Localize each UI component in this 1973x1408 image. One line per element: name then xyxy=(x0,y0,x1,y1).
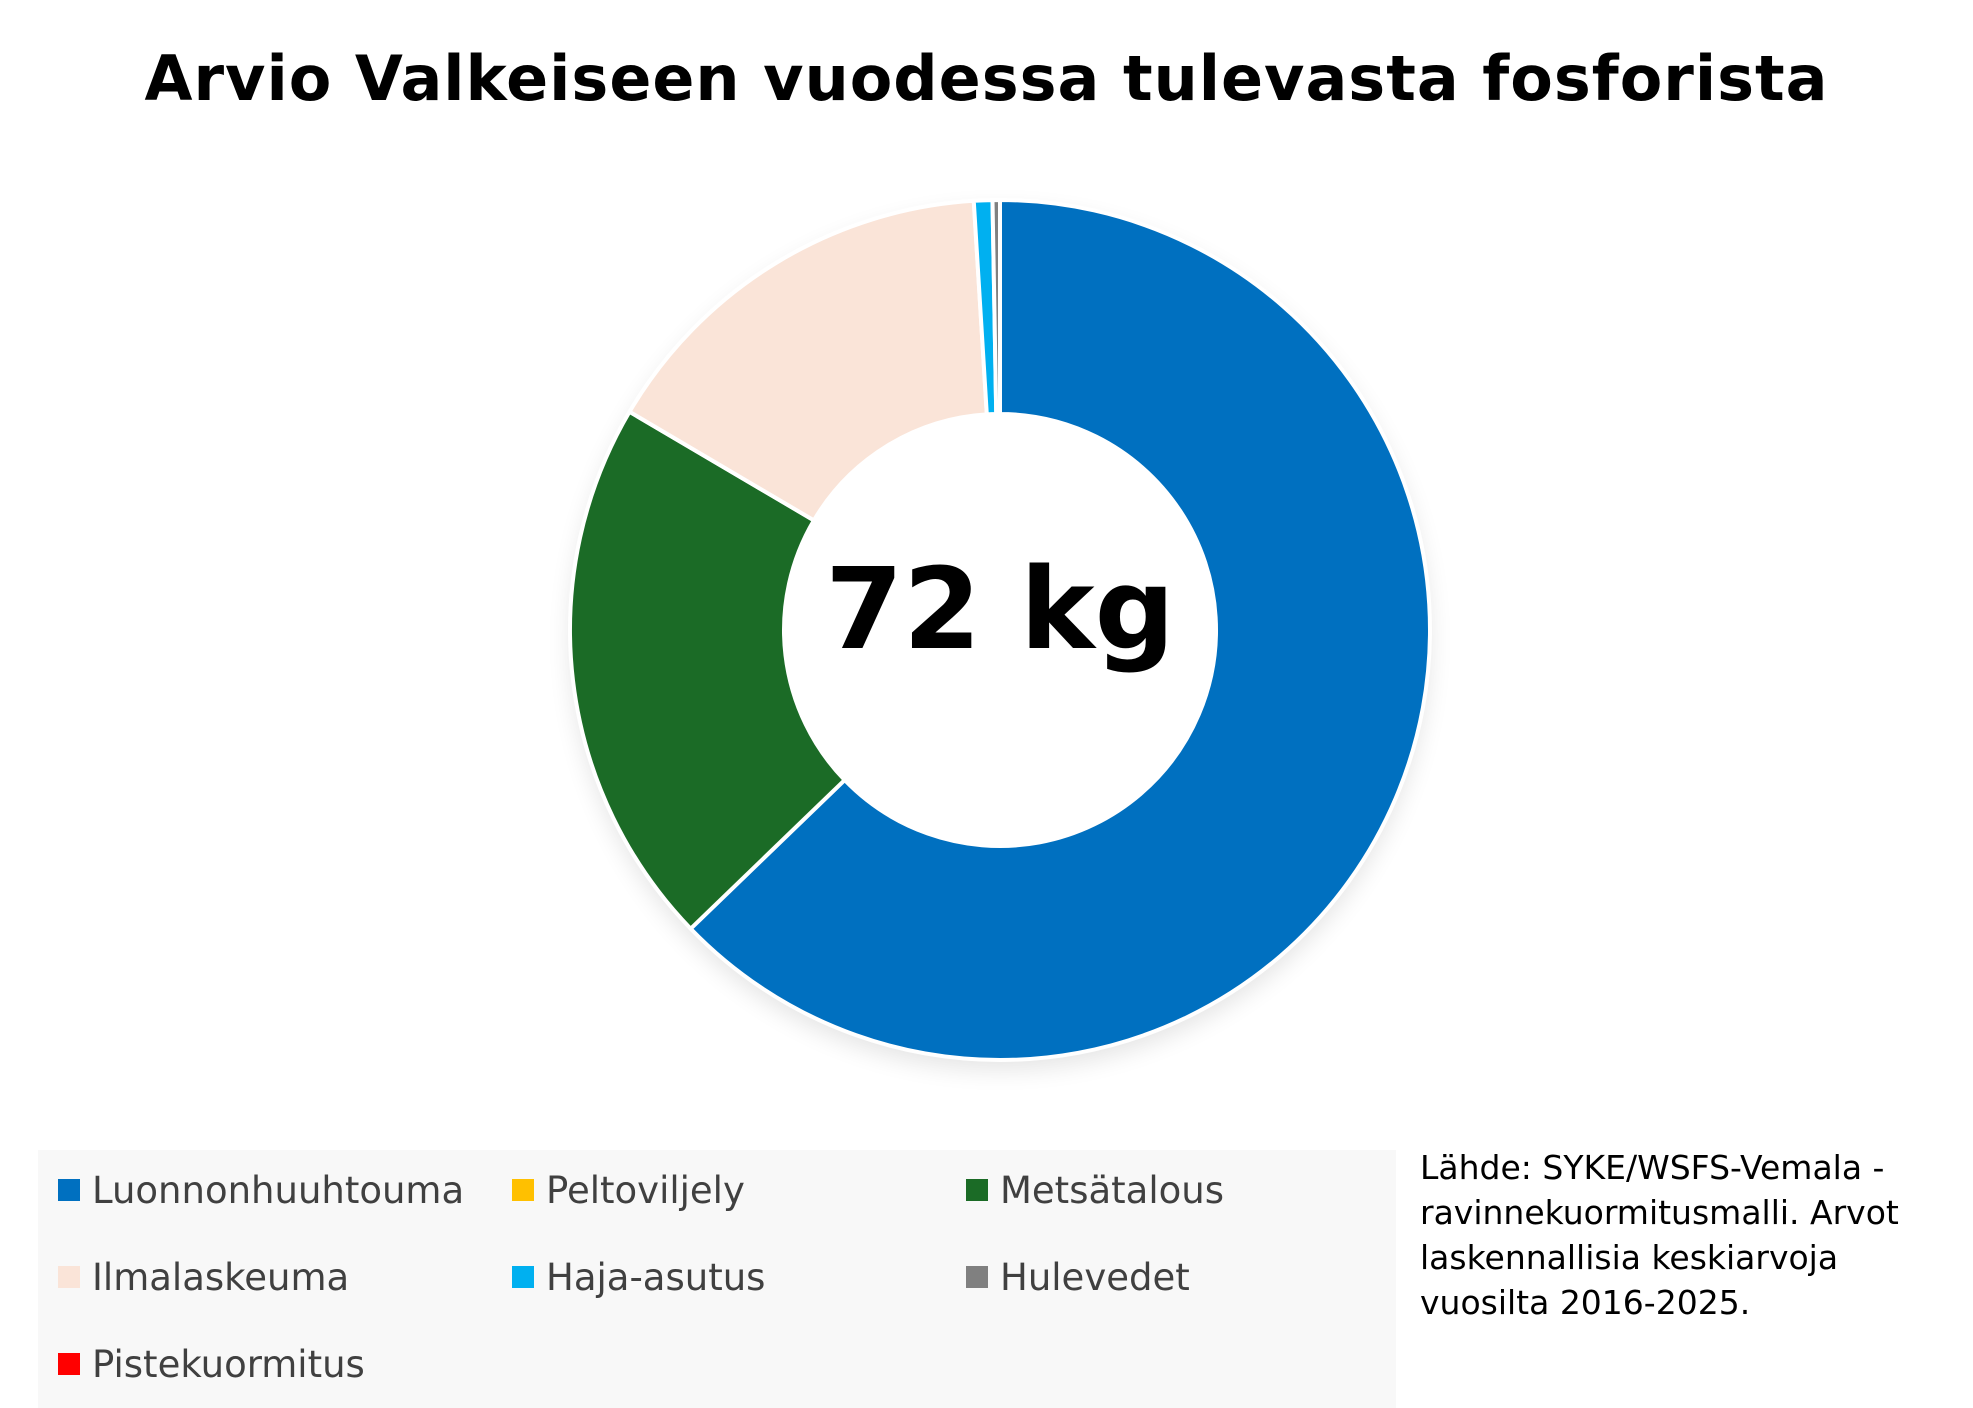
legend-item: Pistekuormitus xyxy=(58,1339,365,1389)
legend-label: Ilmalaskeuma xyxy=(92,1255,350,1299)
legend-swatch xyxy=(966,1266,988,1288)
legend-item: Haja-asutus xyxy=(512,1252,765,1302)
legend-swatch xyxy=(512,1266,534,1288)
legend-label: Peltoviljely xyxy=(546,1168,745,1212)
legend-label: Pistekuormitus xyxy=(92,1342,365,1386)
legend-label: Haja-asutus xyxy=(546,1255,766,1299)
legend-swatch xyxy=(58,1179,80,1201)
legend-item: Peltoviljely xyxy=(512,1165,745,1215)
legend-item: Luonnonhuuhtouma xyxy=(58,1165,464,1215)
legend-label: Luonnonhuuhtouma xyxy=(92,1168,465,1212)
center-total-label: 72 kg xyxy=(825,545,1175,675)
legend-swatch xyxy=(58,1353,80,1375)
legend-item: Hulevedet xyxy=(966,1252,1190,1302)
legend-label: Metsätalous xyxy=(1000,1168,1224,1212)
source-note: Lähde: SYKE/WSFS-Vemala -ravinnekuormitu… xyxy=(1420,1148,1899,1322)
donut-chart xyxy=(570,199,1430,1070)
legend-label: Hulevedet xyxy=(1000,1255,1190,1299)
legend-swatch xyxy=(966,1179,988,1201)
legend-item: Metsätalous xyxy=(966,1165,1224,1215)
legend-item: Ilmalaskeuma xyxy=(58,1252,349,1302)
legend: Luonnonhuuhtouma Peltoviljely Metsätalous I… xyxy=(38,1150,1396,1408)
legend-swatch xyxy=(512,1179,534,1201)
donut-hole xyxy=(784,414,1216,846)
legend-swatch xyxy=(58,1266,80,1288)
chart-title: Arvio Valkeiseen vuodessa tulevasta fosf… xyxy=(144,42,1829,115)
